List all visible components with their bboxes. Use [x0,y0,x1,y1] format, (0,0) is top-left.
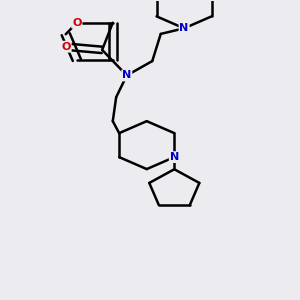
Text: N: N [122,70,131,80]
Text: O: O [72,18,82,28]
Text: N: N [179,23,189,33]
Text: O: O [61,42,71,52]
Text: N: N [170,152,179,162]
